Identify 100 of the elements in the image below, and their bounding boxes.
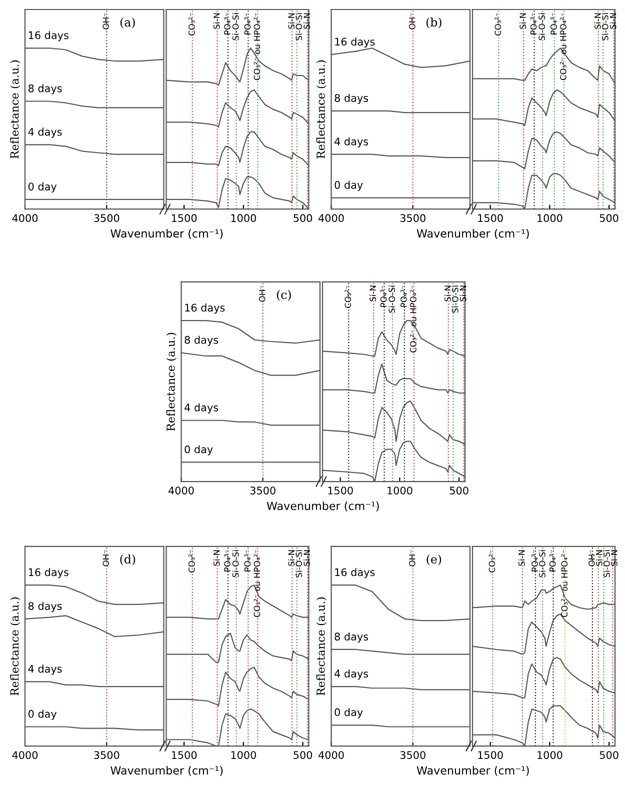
x-axis-title: Wavenumber (cm⁻¹) — [416, 229, 529, 239]
ref-line-label: OH⁻ — [102, 13, 110, 30]
x-axis-title: Wavenumber (cm⁻¹) — [416, 766, 529, 776]
series-label: 4 days — [334, 137, 368, 148]
x-tick-label: 500 — [450, 486, 468, 494]
series-label: 8 days — [334, 94, 368, 104]
ref-line-label: Si-O-Si — [538, 13, 545, 40]
ref-line-label: Si-O-Si — [603, 550, 610, 578]
ref-line-label: PO₄³⁻ — [244, 13, 251, 34]
ref-line-label: Si-N — [288, 550, 295, 566]
series-label: 8 days — [184, 336, 218, 346]
ref-line-label: CO₃²⁻ — [494, 13, 502, 36]
y-axis-title: Reflectance (a.u.) — [316, 597, 327, 696]
x-tick-label: 500 — [294, 214, 312, 222]
ref-line-label: PO₄³⁻ — [549, 550, 556, 572]
ref-line-label: Si-N — [370, 286, 376, 302]
series-label: 16 days — [28, 31, 68, 42]
ref-line-label: PO₄³⁻ — [224, 550, 230, 572]
ref-line-label: Si-O-Si — [232, 550, 239, 578]
ref-line-label: PO₄³⁻ — [244, 550, 251, 572]
x-tick-label: 3500 — [400, 214, 426, 222]
ref-line-label: Si-N — [460, 286, 466, 302]
chart-title: (d) — [120, 554, 136, 566]
x-tick-label: 3500 — [400, 751, 426, 759]
x-axis-title: Wavenumber (cm⁻¹) — [110, 229, 223, 239]
y-axis-title: Reflectance (a.u.) — [316, 60, 327, 158]
series-label: 0 day — [334, 708, 363, 718]
series-label: 8 days — [334, 632, 368, 643]
chart-title: (b) — [426, 17, 442, 28]
x-tick-label: 1000 — [538, 214, 562, 222]
ref-line-label: PO₄³⁻ — [532, 550, 538, 572]
x-tick-label: 1000 — [231, 214, 256, 222]
y-axis-title: Reflectance (a.u.) — [166, 332, 177, 431]
ref-line-label: OH⁻ — [408, 13, 416, 30]
series-label: 4 days — [28, 664, 62, 675]
ref-line-label: Si-N — [594, 13, 601, 29]
x-tick-label: 4000 — [12, 214, 38, 222]
x-tick-label: 1500 — [478, 214, 503, 222]
series-label: 16 days — [28, 568, 68, 578]
ref-line-label: Si-O-Si — [538, 550, 546, 578]
series-label: 16 days — [335, 568, 375, 578]
x-tick-label: 500 — [600, 214, 618, 222]
ref-line-label: CO₃²⁻ ou HPO₄²⁻ — [561, 550, 568, 618]
series-label: 0 day — [28, 710, 57, 720]
ref-line-label: CO₃²⁻ ou HPO₄²⁻ — [254, 550, 260, 618]
ref-line-label: CO₃²⁻ — [188, 13, 195, 36]
series-label: 4 days — [28, 128, 62, 138]
ref-line-label: Si-N — [304, 550, 310, 566]
ref-line-label: Si-N — [520, 13, 526, 29]
x-axis-title: Wavenumber (cm⁻¹) — [110, 766, 223, 776]
y-axis-title: Reflectance (a.u.) — [10, 597, 20, 696]
x-tick-label: 500 — [600, 751, 618, 759]
x-tick-label: 1500 — [478, 751, 503, 759]
series-label: 8 days — [28, 602, 62, 612]
series-label: 16 days — [185, 304, 225, 314]
ref-line-label: Si-O-Si — [602, 13, 608, 40]
x-tick-label: 4000 — [12, 751, 38, 759]
ref-line-label: Si-N — [518, 550, 525, 566]
chart-title: (e) — [426, 554, 442, 566]
ref-line-label: OH⁻ — [102, 550, 110, 566]
x-tick-label: 1500 — [172, 751, 197, 759]
x-tick-label: 3500 — [94, 751, 120, 759]
series-label: 4 days — [334, 669, 368, 680]
ref-line-label: PO₄³⁻ — [550, 13, 557, 34]
x-tick-label: 4000 — [168, 486, 194, 494]
ref-line-label: Si-O-Si — [232, 13, 239, 40]
x-tick-label: 4000 — [318, 751, 344, 759]
ref-line-label: Si-O-Si — [388, 286, 395, 313]
y-axis-title: Reflectance (a.u.) — [10, 60, 20, 158]
ref-line-label: CO₃²⁻ — [188, 550, 195, 572]
x-tick-label: 1000 — [538, 751, 562, 759]
ref-line-label: CO₃²⁻ — [344, 286, 352, 308]
ref-line-label: CO₃²⁻ ou HPO₄²⁻ — [254, 13, 260, 80]
x-tick-label: 1000 — [388, 486, 412, 494]
ref-line-label: Si-N — [610, 550, 618, 566]
ref-line-label: CO₃²⁻ — [488, 550, 496, 572]
chart-title: (c) — [276, 290, 291, 301]
ref-line-label: OH⁻ — [408, 550, 416, 566]
x-tick-label: 1000 — [231, 751, 256, 759]
ref-line-label: Si-O-Si — [452, 286, 458, 313]
ref-line-label: PO₄³⁻ — [380, 286, 387, 307]
chart-title: (a) — [120, 17, 135, 28]
series-label: 16 days — [335, 38, 375, 48]
x-tick-label: 3500 — [250, 486, 276, 494]
ref-line-label: Si-N — [213, 13, 220, 29]
ref-line-label: PO₄³⁻ — [400, 286, 407, 307]
x-tick-label: 4000 — [318, 214, 344, 222]
x-tick-label: 500 — [294, 751, 312, 759]
series-label: 0 day — [184, 445, 213, 456]
x-tick-label: 1500 — [172, 214, 197, 222]
x-axis-title: Wavenumber (cm⁻¹) — [266, 501, 379, 512]
series-label: 0 day — [28, 182, 57, 192]
ref-line-label: Si-O-Si — [296, 550, 302, 578]
ref-line-label: Si-N — [304, 13, 310, 29]
ref-line-label: Si-O-Si — [296, 13, 302, 40]
ref-line-label: Si-N — [610, 13, 616, 29]
ref-line-label: OH⁻ — [588, 550, 595, 566]
series-label: 0 day — [334, 180, 363, 191]
ref-line-label: PO₄³⁻ — [224, 13, 230, 34]
ref-line-label: PO₄³⁻ — [530, 13, 537, 34]
